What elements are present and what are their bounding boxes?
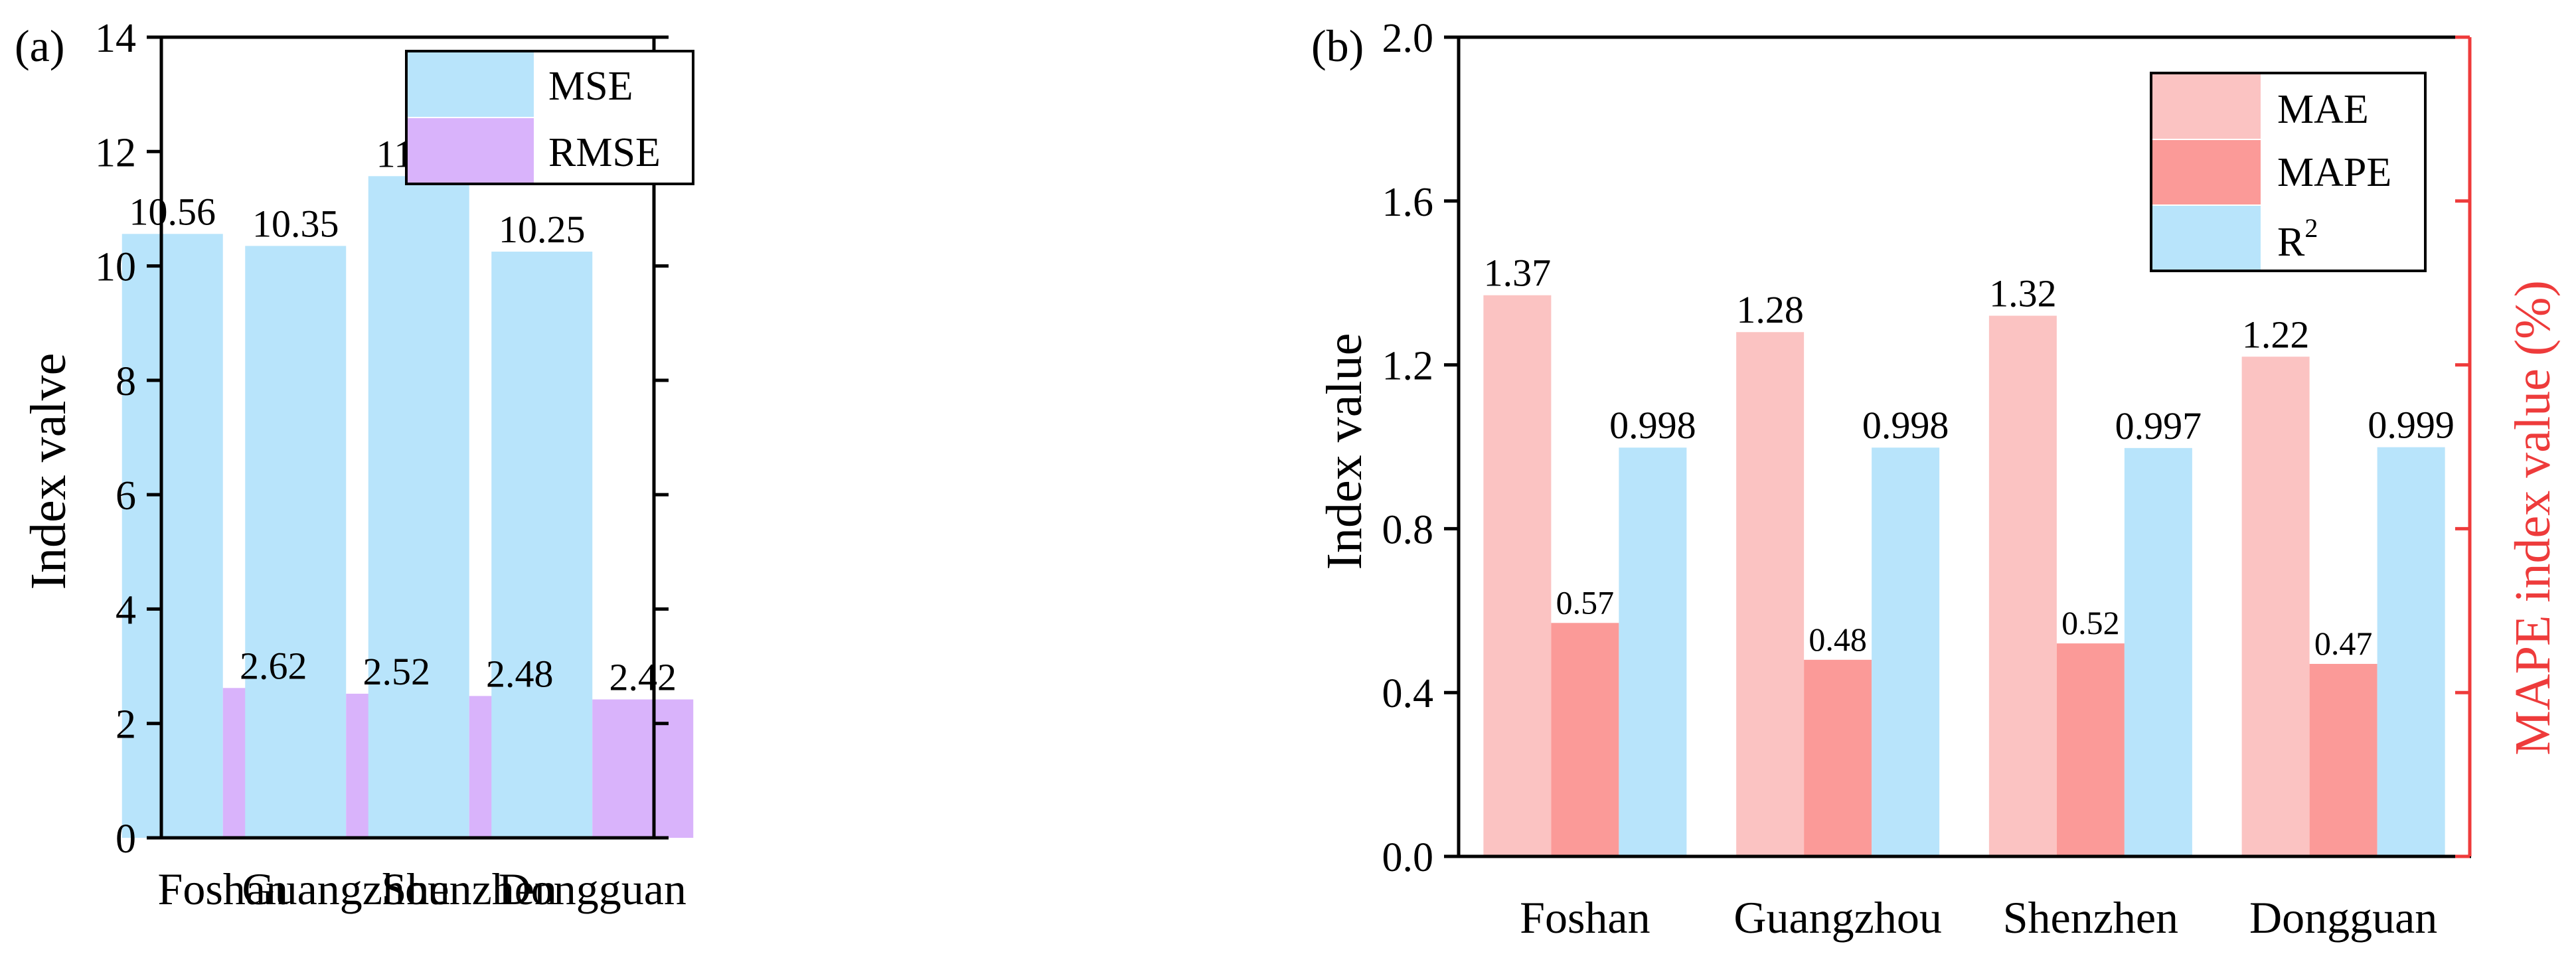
panel-a-y-tick-label-5: 10 [95, 245, 136, 290]
x-tick-label-b-foshan: Foshan [1520, 892, 1650, 943]
panel-a-legend: MSE RMSE [405, 50, 694, 185]
x-tick-label-foshan: Foshan [158, 864, 288, 914]
panel-a-label: (a) [15, 21, 64, 71]
bar-mae-foshan [1483, 295, 1552, 857]
data-label-mae-guangzhou: 1.28 [1736, 288, 1804, 331]
legend-swatch-rmse [408, 118, 534, 183]
x-tick-label-dongguan: Dongguan [499, 864, 686, 914]
bar-rmse-dongguan [592, 699, 694, 838]
panel-b-legend: MAE MAPE R2 [2150, 72, 2427, 272]
data-label-mse-foshan: 10.56 [129, 190, 216, 233]
panel-a-y-axis-title: Index valve [21, 353, 76, 590]
panel-b-y-tick-label-5: 2.0 [1382, 16, 1434, 61]
legend-swatch-r2 [2152, 206, 2261, 270]
legend-swatch-mse [408, 52, 534, 117]
legend-label-r2-sup: 2 [2304, 213, 2318, 243]
data-label-rmse-foshan: 2.62 [240, 644, 307, 687]
panel-a-plot-frame [159, 35, 656, 840]
bar-mape-shenzhen [2056, 643, 2125, 856]
bar-mse-dongguan [491, 252, 593, 838]
panel-b-y-tick-label-0: 0.0 [1382, 835, 1434, 880]
legend-label-r2: R2 [2277, 213, 2318, 265]
panel-b-chart: (b) Index value MAPE index value (%) 1.3… [1311, 16, 2561, 943]
legend-label-mse: MSE [548, 64, 633, 109]
data-label-r2-foshan: 0.998 [1609, 404, 1696, 447]
bar-mape-dongguan [2309, 664, 2377, 856]
panel-b-y-tick-label-2: 0.8 [1382, 507, 1434, 552]
bar-mae-shenzhen [1988, 315, 2057, 856]
data-label-rmse-guangzhou: 2.52 [363, 650, 431, 693]
data-label-mape-foshan: 0.57 [1556, 584, 1615, 621]
data-label-r2-dongguan: 0.999 [2368, 404, 2455, 447]
bar-mape-foshan [1551, 623, 1619, 856]
bar-r2-foshan [1619, 447, 1687, 856]
data-label-rmse-shenzhen: 2.48 [486, 652, 554, 695]
panel-a-y-tick-label-0: 0 [116, 817, 136, 862]
bar-mse-foshan [121, 234, 223, 838]
legend-label-rmse: RMSE [548, 130, 661, 175]
bar-r2-shenzhen [2124, 447, 2192, 856]
data-label-mae-foshan: 1.37 [1484, 252, 1552, 295]
panel-a-chart: (a) Index valve 10.562.6210.352.5211.572… [15, 16, 694, 914]
panel-a-y-tick-label-6: 12 [95, 130, 136, 175]
x-tick-label-shenzhen: Shenzhen [382, 864, 557, 914]
panel-b-label: (b) [1311, 21, 1364, 71]
x-tick-label-guangzhou: Guangzhou [242, 864, 450, 914]
panel-b-y-tick-label-1: 0.4 [1382, 671, 1434, 716]
data-label-mape-shenzhen: 0.52 [2061, 604, 2120, 641]
data-label-rmse-dongguan: 2.42 [609, 656, 677, 699]
x-tick-label-b-shenzhen: Shenzhen [2003, 892, 2178, 943]
panel-b-y-tick-label-3: 1.2 [1382, 344, 1434, 389]
legend-label-r2-base: R [2277, 220, 2305, 265]
bar-mse-guangzhou [245, 246, 347, 838]
bar-mape-guangzhou [1804, 659, 1872, 856]
bar-mse-shenzhen [368, 176, 469, 838]
bar-r2-dongguan [2377, 447, 2445, 856]
panel-a-y-tick-label-1: 2 [116, 702, 136, 748]
panel-a-y-tick-label-3: 6 [116, 473, 136, 518]
data-label-r2-shenzhen: 0.997 [2115, 404, 2202, 447]
bar-mae-dongguan [2241, 357, 2310, 856]
data-label-mse-dongguan: 10.25 [499, 208, 586, 251]
legend-swatch-mae [2152, 74, 2261, 139]
panel-a-y-tick-label-4: 8 [116, 359, 136, 404]
x-tick-label-b-guangzhou: Guangzhou [1733, 892, 1941, 943]
data-label-mae-shenzhen: 1.32 [1989, 272, 2057, 315]
legend-label-mape: MAPE [2277, 150, 2391, 195]
panel-a-y-tick-label-7: 14 [95, 16, 136, 61]
panel-b-y-axis-title: Index value [1317, 333, 1372, 570]
data-label-r2-guangzhou: 0.998 [1862, 404, 1949, 447]
data-label-mse-guangzhou: 10.35 [252, 202, 339, 245]
panel-b-right-axis-title: MAPE index value (%) [2505, 280, 2561, 755]
legend-swatch-mape [2152, 140, 2261, 204]
panel-a-y-tick-label-2: 4 [116, 588, 136, 633]
data-label-mape-dongguan: 0.47 [2314, 625, 2373, 662]
x-tick-label-b-dongguan: Dongguan [2249, 892, 2437, 943]
legend-label-mae: MAE [2277, 87, 2369, 132]
bar-mae-guangzhou [1736, 332, 1805, 856]
data-label-mae-dongguan: 1.22 [2242, 313, 2310, 356]
data-label-mape-guangzhou: 0.48 [1809, 621, 1867, 658]
bar-r2-guangzhou [1872, 447, 1940, 856]
panel-b-y-tick-label-4: 1.6 [1382, 180, 1434, 225]
